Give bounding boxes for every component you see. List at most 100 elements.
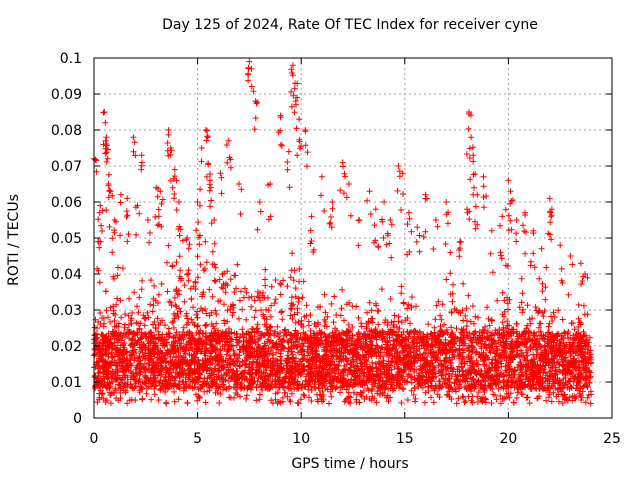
data-point bbox=[436, 384, 443, 391]
data-point bbox=[462, 398, 469, 405]
data-point bbox=[194, 308, 201, 315]
data-point bbox=[555, 398, 562, 405]
data-point bbox=[540, 335, 547, 342]
data-point bbox=[408, 304, 415, 311]
data-point bbox=[503, 385, 510, 392]
data-point bbox=[308, 355, 315, 362]
data-point bbox=[378, 286, 385, 293]
data-point bbox=[563, 341, 570, 348]
data-point bbox=[292, 285, 299, 292]
data-point bbox=[542, 346, 549, 353]
data-point bbox=[572, 334, 579, 341]
data-point bbox=[212, 264, 219, 271]
data-point bbox=[359, 352, 366, 359]
data-point bbox=[278, 309, 285, 316]
data-point bbox=[208, 332, 214, 339]
data-point bbox=[405, 301, 412, 308]
data-point bbox=[526, 400, 533, 407]
data-point bbox=[559, 335, 566, 341]
data-point bbox=[150, 365, 157, 372]
data-point bbox=[382, 385, 389, 391]
data-point bbox=[295, 349, 301, 356]
data-point bbox=[180, 324, 187, 331]
data-point bbox=[193, 311, 200, 318]
data-point bbox=[309, 377, 316, 384]
data-point bbox=[151, 391, 158, 398]
data-point bbox=[473, 357, 480, 364]
data-point bbox=[580, 354, 587, 361]
data-point bbox=[416, 329, 423, 336]
data-point bbox=[319, 360, 326, 367]
data-point bbox=[283, 362, 290, 369]
data-point bbox=[391, 363, 398, 370]
data-point bbox=[439, 383, 446, 390]
data-point bbox=[546, 329, 552, 336]
data-point bbox=[393, 324, 400, 331]
data-point bbox=[413, 351, 420, 358]
data-point bbox=[411, 375, 418, 381]
data-point bbox=[177, 267, 184, 274]
data-point bbox=[418, 366, 425, 373]
data-point bbox=[486, 322, 493, 329]
data-point bbox=[175, 396, 182, 403]
data-point bbox=[577, 333, 583, 340]
data-point bbox=[208, 378, 215, 385]
data-point bbox=[278, 308, 285, 315]
data-point bbox=[423, 347, 430, 353]
data-point bbox=[339, 329, 346, 336]
data-point bbox=[436, 378, 442, 385]
data-point bbox=[534, 346, 541, 353]
data-point bbox=[145, 314, 152, 321]
data-point bbox=[323, 336, 330, 343]
data-point bbox=[383, 374, 390, 381]
data-point bbox=[438, 362, 445, 368]
data-point bbox=[543, 360, 549, 367]
data-point bbox=[105, 330, 112, 337]
data-point bbox=[252, 307, 259, 314]
data-point bbox=[389, 355, 396, 362]
data-point bbox=[301, 313, 308, 320]
data-point bbox=[128, 370, 135, 377]
data-point bbox=[212, 278, 219, 285]
data-point bbox=[199, 344, 206, 350]
data-point bbox=[286, 346, 293, 353]
data-point bbox=[501, 297, 508, 304]
data-point bbox=[323, 351, 329, 358]
data-point bbox=[387, 296, 394, 302]
data-point bbox=[368, 341, 375, 348]
data-point bbox=[375, 377, 381, 384]
data-point bbox=[480, 372, 486, 379]
data-point bbox=[316, 358, 323, 365]
data-point bbox=[344, 371, 351, 378]
data-point bbox=[265, 307, 272, 314]
data-point bbox=[446, 382, 453, 389]
data-point bbox=[453, 388, 459, 395]
data-point bbox=[230, 347, 237, 354]
data-point bbox=[504, 263, 511, 269]
data-point bbox=[415, 355, 422, 362]
data-point bbox=[208, 367, 215, 374]
data-point bbox=[240, 331, 247, 338]
data-point bbox=[347, 400, 354, 407]
data-point bbox=[471, 385, 478, 392]
data-point bbox=[267, 313, 274, 320]
data-point bbox=[499, 289, 506, 296]
data-point bbox=[116, 359, 123, 366]
data-point bbox=[222, 289, 229, 296]
data-point bbox=[131, 346, 138, 353]
data-point bbox=[482, 399, 489, 406]
data-point bbox=[469, 376, 476, 383]
data-point bbox=[116, 335, 123, 342]
data-point bbox=[446, 347, 453, 354]
data-point bbox=[506, 296, 513, 303]
data-point bbox=[124, 355, 130, 362]
data-point bbox=[544, 377, 551, 384]
data-point bbox=[307, 312, 314, 318]
data-point bbox=[366, 376, 373, 383]
data-point bbox=[433, 349, 440, 356]
data-point bbox=[553, 348, 560, 355]
data-point bbox=[569, 371, 576, 377]
data-point bbox=[329, 376, 336, 383]
data-point bbox=[536, 385, 543, 392]
data-point bbox=[258, 369, 265, 376]
